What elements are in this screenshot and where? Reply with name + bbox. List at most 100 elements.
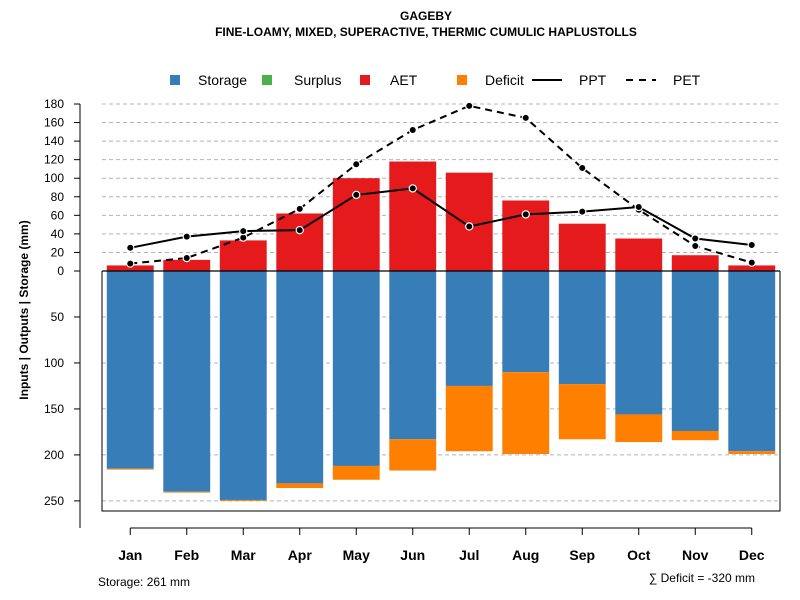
- legend: Storage Surplus AET Deficit PPT PET: [170, 72, 701, 88]
- y-tick-label: 20: [51, 245, 65, 259]
- aet-bar: [558, 223, 606, 271]
- storage-bar: [163, 271, 211, 492]
- legend-swatch: [360, 75, 370, 85]
- deficit-bar: [728, 451, 776, 454]
- y-tick-label: 180: [44, 97, 64, 111]
- deficit-bar: [219, 499, 267, 501]
- storage-bar: [219, 271, 267, 500]
- legend-label: AET: [390, 72, 418, 88]
- deficit-bar: [332, 465, 380, 480]
- axes: [74, 103, 781, 535]
- legend-label: Deficit: [485, 72, 524, 88]
- x-tick-label: Oct: [627, 547, 651, 563]
- chart-subtitle: FINE-LOAMY, MIXED, SUPERACTIVE, THERMIC …: [215, 25, 637, 39]
- deficit-bar: [671, 431, 719, 441]
- pet-point: [126, 259, 135, 268]
- x-tick-label: Aug: [512, 547, 539, 563]
- deficit-footer: ∑ Deficit = -320 mm: [649, 571, 755, 585]
- x-tick-label: Mar: [231, 547, 256, 563]
- pet-point: [747, 258, 756, 267]
- ppt-point: [691, 234, 700, 243]
- aet-bar: [163, 259, 211, 271]
- pet-point: [408, 125, 417, 135]
- pet-point: [521, 113, 530, 123]
- x-tick-label: Feb: [174, 547, 199, 563]
- deficit-bar: [106, 468, 154, 470]
- aet-bar: [445, 172, 493, 271]
- y-tick-label: 120: [44, 153, 64, 167]
- x-tick-label: Jun: [400, 547, 425, 563]
- storage-bar: [389, 271, 437, 440]
- y-tick-label: 0: [57, 264, 64, 278]
- ppt-point: [578, 207, 587, 216]
- ppt-point: [408, 184, 417, 193]
- deficit-bar: [615, 414, 663, 443]
- storage-bar: [558, 271, 606, 385]
- ppt-point: [634, 202, 643, 212]
- aet-bar: [389, 161, 437, 271]
- x-tick-label: May: [343, 547, 370, 563]
- deficit-bar: [558, 384, 606, 440]
- storage-bar: [332, 271, 380, 466]
- aet-bar: [106, 265, 154, 271]
- deficit-bar: [163, 491, 211, 493]
- pet-point: [691, 241, 700, 251]
- series-lines: [126, 101, 756, 268]
- storage-bar: [445, 271, 493, 386]
- storage-bar: [728, 271, 776, 452]
- bars: [106, 161, 776, 501]
- aet-bar: [728, 265, 776, 271]
- ppt-point: [295, 225, 304, 235]
- deficit-bar: [389, 439, 437, 471]
- pet-point: [182, 253, 191, 263]
- pet-point: [465, 101, 474, 111]
- aet-bar: [276, 213, 324, 271]
- y-tick-label: 160: [44, 116, 64, 130]
- aet-bar: [615, 238, 663, 271]
- gridlines: [102, 103, 780, 502]
- legend-swatch: [170, 75, 180, 85]
- storage-bar: [671, 271, 719, 431]
- ppt-line: [130, 187, 752, 249]
- legend-label: PPT: [579, 72, 607, 88]
- x-tick-label: Apr: [288, 547, 313, 563]
- ppt-point: [352, 190, 361, 200]
- x-tick-label: Jan: [118, 547, 142, 563]
- y-tick-label: 250: [44, 494, 64, 508]
- ppt-point: [521, 210, 530, 219]
- y-tick-label: 200: [44, 448, 64, 462]
- y-tick-label: 50: [51, 310, 65, 324]
- storage-footer: Storage: 261 mm: [98, 575, 190, 589]
- chart-title: GAGEBY: [400, 9, 452, 23]
- ppt-point: [239, 226, 248, 236]
- deficit-bar: [276, 483, 324, 489]
- aet-bar: [219, 240, 267, 271]
- y-tick-label: 100: [44, 356, 64, 370]
- legend-swatch: [457, 75, 467, 85]
- storage-bar: [276, 271, 324, 484]
- y-tick-label: 60: [51, 208, 65, 222]
- ppt-point: [465, 222, 474, 231]
- storage-bar: [502, 271, 550, 373]
- x-tick-label: Sep: [569, 547, 595, 563]
- y-axis-label: Inputs | Outputs | Storage (mm): [17, 220, 31, 399]
- storage-bar: [615, 271, 663, 415]
- legend-label: Storage: [198, 72, 247, 88]
- y-tick-label: 100: [44, 171, 64, 185]
- legend-label: PET: [673, 72, 701, 88]
- deficit-bar: [445, 385, 493, 452]
- ppt-point: [747, 240, 756, 250]
- aet-bar: [671, 255, 719, 271]
- y-tick-label: 80: [51, 190, 65, 204]
- x-tick-label: Dec: [739, 547, 765, 563]
- storage-bar: [106, 271, 154, 469]
- lower-box: [101, 271, 781, 512]
- ppt-point: [126, 243, 135, 253]
- y-tick-label: 150: [44, 402, 64, 416]
- x-tick-label: Nov: [682, 547, 709, 563]
- legend-label: Surplus: [294, 72, 341, 88]
- pet-point: [295, 204, 304, 214]
- y-tick-label: 140: [44, 134, 64, 148]
- tick-labels: 0 20 40 60 80 100 120 140 160 180 50 100 150 200 250 Ja…: [44, 97, 765, 563]
